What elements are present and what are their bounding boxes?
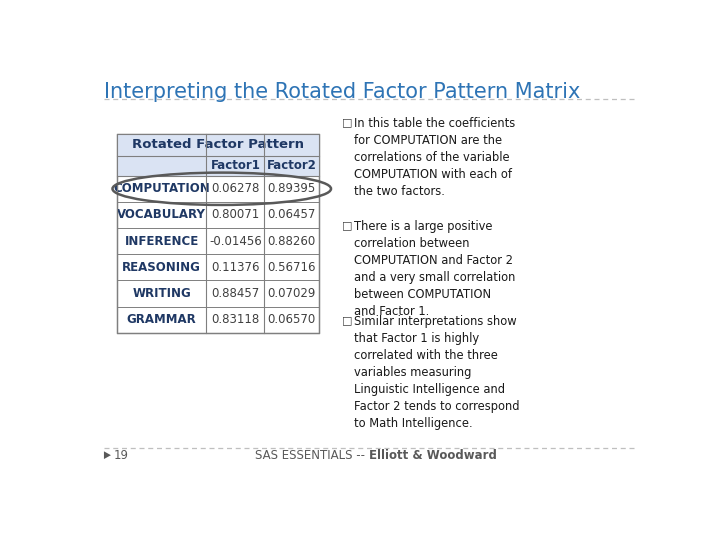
Text: 0.89395: 0.89395 — [267, 183, 315, 195]
Text: SAS ESSENTIALS --: SAS ESSENTIALS -- — [256, 449, 369, 462]
Text: Elliott & Woodward: Elliott & Woodward — [369, 449, 497, 462]
Text: 0.07029: 0.07029 — [267, 287, 315, 300]
Text: Factor1: Factor1 — [210, 159, 260, 172]
Text: INFERENCE: INFERENCE — [125, 234, 199, 248]
FancyBboxPatch shape — [117, 134, 319, 333]
Text: WRITING: WRITING — [132, 287, 191, 300]
Text: Interpreting the Rotated Factor Pattern Matrix: Interpreting the Rotated Factor Pattern … — [104, 82, 580, 102]
Text: 0.88457: 0.88457 — [211, 287, 259, 300]
Text: 19: 19 — [113, 449, 128, 462]
Text: 0.11376: 0.11376 — [211, 261, 260, 274]
Text: 0.83118: 0.83118 — [211, 313, 259, 326]
FancyBboxPatch shape — [117, 134, 319, 156]
Text: 0.88260: 0.88260 — [267, 234, 315, 248]
Text: Factor2: Factor2 — [266, 159, 316, 172]
Polygon shape — [104, 451, 111, 459]
Text: COMPUTATION: COMPUTATION — [113, 183, 210, 195]
Text: □: □ — [342, 315, 352, 325]
Text: -0.01456: -0.01456 — [209, 234, 261, 248]
Text: □: □ — [342, 220, 352, 231]
Text: 0.06570: 0.06570 — [267, 313, 315, 326]
Text: REASONING: REASONING — [122, 261, 201, 274]
Text: □: □ — [342, 117, 352, 127]
Text: 0.80071: 0.80071 — [211, 208, 259, 221]
Text: 0.06457: 0.06457 — [267, 208, 315, 221]
Text: VOCABULARY: VOCABULARY — [117, 208, 206, 221]
Text: GRAMMAR: GRAMMAR — [127, 313, 197, 326]
Text: 0.56716: 0.56716 — [267, 261, 316, 274]
Text: In this table the coefficients
for COMPUTATION are the
correlations of the varia: In this table the coefficients for COMPU… — [354, 117, 515, 198]
FancyBboxPatch shape — [117, 156, 319, 176]
Text: Similar interpretations show
that Factor 1 is highly
correlated with the three
v: Similar interpretations show that Factor… — [354, 315, 519, 430]
Text: There is a large positive
correlation between
COMPUTATION and Factor 2
and a ver: There is a large positive correlation be… — [354, 220, 515, 319]
Text: 0.06278: 0.06278 — [211, 183, 259, 195]
Text: Rotated Factor Pattern: Rotated Factor Pattern — [132, 138, 304, 151]
